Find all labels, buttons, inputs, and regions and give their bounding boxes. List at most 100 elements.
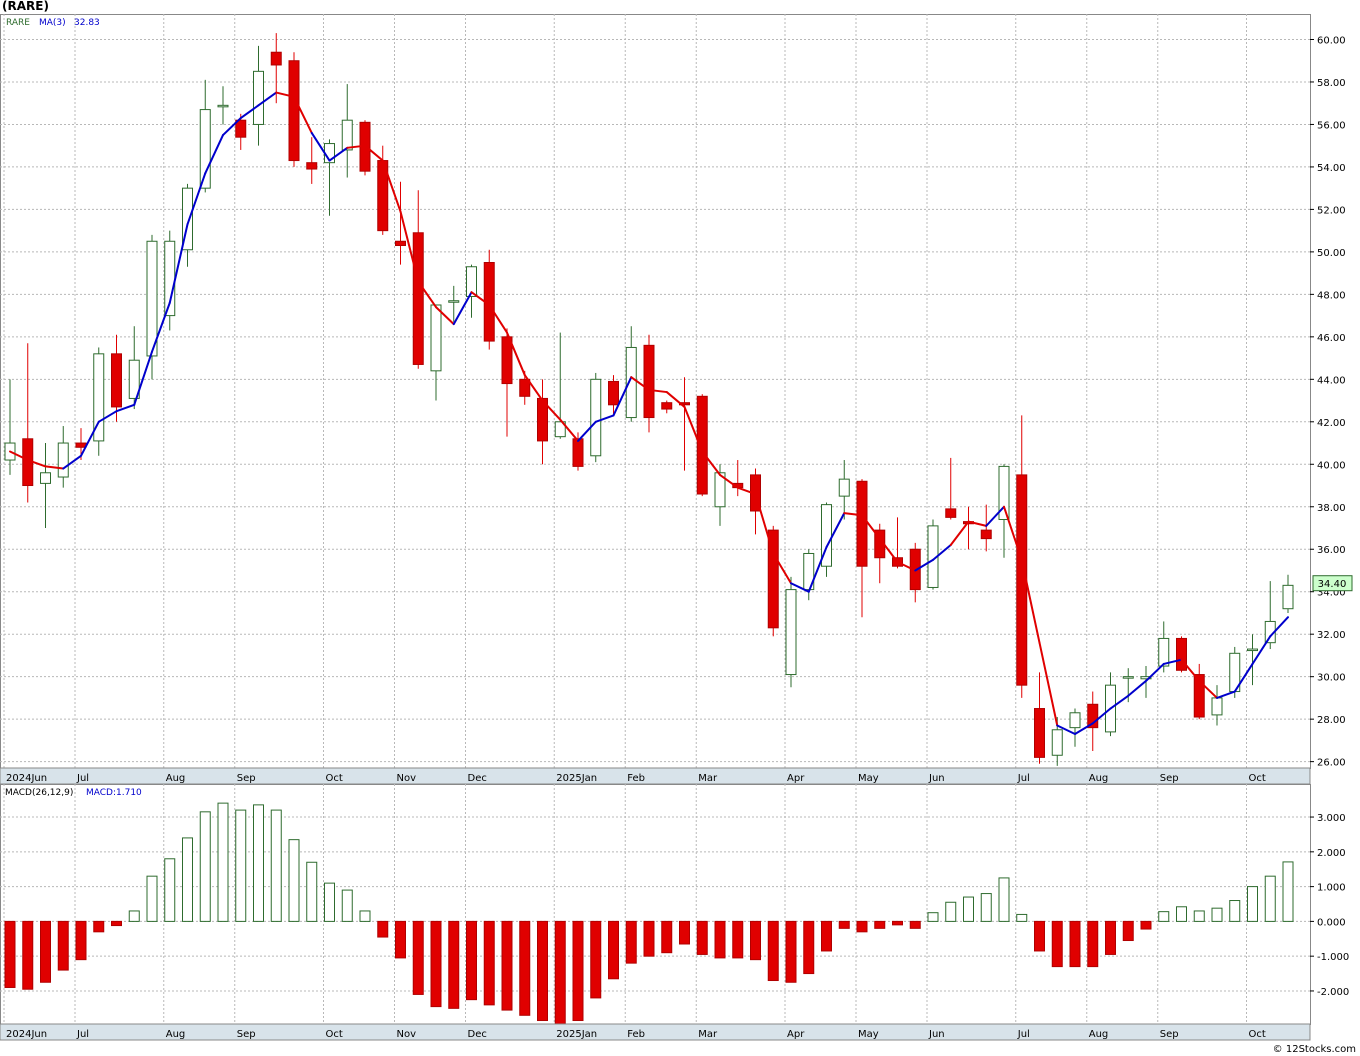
- macd-bar: [750, 920, 761, 961]
- ma-segment: [1180, 658, 1201, 682]
- price-ytick-label: 34.00: [1317, 588, 1346, 599]
- ma-segment: [1251, 635, 1272, 665]
- macd-bar: [1105, 920, 1116, 955]
- macd-bar: [466, 920, 477, 1001]
- price-ytick-label: 46.00: [1317, 333, 1346, 344]
- ma-segment: [790, 582, 810, 593]
- macd-bar: [696, 920, 708, 955]
- price-xtick-label: Apr: [787, 773, 805, 784]
- ma-segment: [861, 514, 881, 540]
- candle-body: [1051, 729, 1063, 756]
- candle-body: [1069, 712, 1081, 729]
- macd-bar: [253, 804, 264, 922]
- candle-body: [430, 304, 442, 372]
- macd-xtick-label: Oct: [326, 1029, 343, 1040]
- candle-body: [1034, 708, 1045, 758]
- macd-bar: [217, 802, 229, 922]
- candle-body: [998, 465, 1010, 520]
- price-ytick-label: 44.00: [1317, 375, 1346, 386]
- candle-body: [1211, 697, 1223, 716]
- macd-xtick-label: Aug: [1089, 1029, 1109, 1040]
- candle-body: [590, 378, 602, 457]
- macd-bar: [146, 875, 158, 922]
- candle-body: [1176, 637, 1187, 671]
- macd-bar: [501, 920, 513, 1011]
- legend-ticker: RARE: [6, 18, 30, 28]
- macd-bar: [1069, 920, 1081, 968]
- candle-body: [625, 346, 637, 419]
- macd-ytick-label: 3.000: [1317, 813, 1346, 824]
- ma-segment: [683, 405, 704, 453]
- ma-segment: [417, 280, 437, 309]
- macd-bar: [625, 920, 637, 964]
- candle-body: [838, 478, 850, 497]
- candle-body: [412, 232, 424, 365]
- candle-body: [1282, 584, 1294, 610]
- macd-bar: [235, 809, 247, 922]
- price-yaxis-labels: 26.00 28.00 30.00 32.00 34.00 36.00 38.00 40.00…: [1310, 35, 1346, 769]
- macd-bar: [572, 920, 584, 1022]
- macd-bar: [270, 809, 282, 922]
- macd-bar: [40, 920, 51, 983]
- candle-body: [93, 353, 105, 442]
- price-xaxis-labels: 2024Jun Jul Aug Sep Oct Nov Dec 2025Jan Feb Mar Ap…: [6, 773, 1266, 784]
- price-ytick-label: 60.00: [1317, 35, 1346, 46]
- ma-segment: [346, 144, 366, 149]
- macd-ytick-label: 1.000: [1317, 883, 1346, 894]
- macd-yaxis-labels: -2.000 -1.000 0.000 1.000 2.000 3.000: [1310, 813, 1349, 998]
- ma-segment: [62, 454, 82, 470]
- macd-bar: [803, 920, 815, 975]
- macd-ytick-label: 2.000: [1317, 848, 1346, 859]
- macd-bar: [945, 901, 957, 922]
- candle-body: [696, 395, 708, 495]
- macd-bar: [412, 920, 424, 995]
- candle-body: [341, 119, 353, 151]
- ma-segment: [257, 91, 278, 107]
- candle-body: [519, 378, 531, 397]
- candle-body: [945, 508, 957, 518]
- candle-body: [1087, 703, 1099, 729]
- price-xtick-label: May: [858, 773, 879, 784]
- macd-bar: [448, 920, 460, 1009]
- macd-xtick-label: Mar: [698, 1029, 718, 1040]
- price-xaxis-bar: [0, 767, 1311, 785]
- candle-body: [1158, 637, 1170, 667]
- ma-segment: [559, 418, 579, 442]
- macd-xtick-label: Sep: [237, 1029, 256, 1040]
- ma-segment: [204, 134, 224, 175]
- macd-bar: [93, 920, 105, 933]
- candle-body: [714, 472, 726, 508]
- macd-bar: [554, 920, 566, 1025]
- price-xtick-label: 2025Jan: [556, 773, 597, 784]
- price-xtick-label: Aug: [166, 773, 186, 784]
- ma-segment: [1074, 722, 1094, 736]
- macd-bar: [57, 920, 69, 971]
- candle-body: [466, 266, 477, 297]
- price-ytick-label: 54.00: [1317, 163, 1346, 174]
- ma-segment: [843, 512, 863, 517]
- candle-body: [395, 240, 406, 247]
- candle-body: [980, 529, 992, 540]
- macd-bar: [341, 889, 353, 922]
- ma-segment: [310, 131, 331, 162]
- ma-segment: [26, 459, 47, 468]
- macd-bar: [111, 920, 122, 927]
- macd-bar: [1087, 920, 1099, 968]
- candle-body: [537, 397, 548, 442]
- ma-segment: [896, 560, 917, 572]
- copyright-credit: © 12Stocks.com: [1272, 1044, 1356, 1055]
- candle-body: [270, 51, 282, 66]
- candle-body: [1247, 648, 1258, 652]
- ma-segment: [1091, 707, 1112, 725]
- ma-segment: [594, 414, 615, 423]
- price-xtick-label: Oct: [1249, 773, 1266, 784]
- ma-segment: [293, 95, 313, 134]
- macd-bars: [4, 802, 1294, 1025]
- ma-segment: [577, 420, 597, 442]
- macd-bar: [661, 920, 673, 954]
- macd-ytick-label: -2.000: [1317, 987, 1349, 998]
- candle-body: [57, 442, 69, 478]
- ma-segment: [452, 291, 473, 326]
- ma-segment: [772, 552, 792, 585]
- ma-segment: [825, 512, 846, 549]
